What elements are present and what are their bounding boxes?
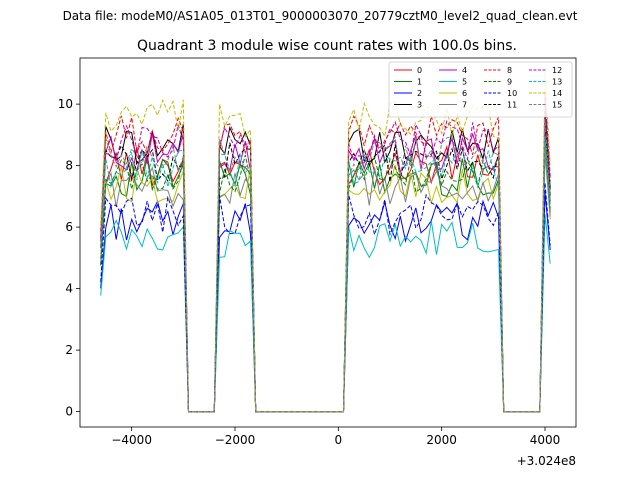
legend-label-4: 4 [462,66,467,75]
legend-label-2: 2 [417,89,422,98]
legend-label-12: 12 [552,66,562,75]
x-tick-label: 2000 [426,433,457,447]
y-tick-label: 4 [65,282,73,296]
x-tick-label: −2000 [215,433,256,447]
legend-label-5: 5 [462,78,467,87]
series-lines [100,71,551,413]
chart-title: Quadrant 3 module wise count rates with … [137,38,517,54]
series-line-8 [100,90,551,413]
legend-label-10: 10 [507,89,517,98]
x-tick-label: −4000 [111,433,152,447]
y-tick-label: 10 [58,97,73,111]
y-tick-label: 0 [65,405,73,419]
legend-label-15: 15 [552,101,562,110]
series-line-15 [100,118,551,413]
y-axis-ticks: 0 2 4 6 8 10 [58,97,80,419]
y-tick-label: 6 [65,220,73,234]
y-tick-label: 2 [65,343,73,357]
x-tick-label: 4000 [530,433,561,447]
series-line-10 [100,182,551,413]
y-tick-label: 8 [65,159,73,173]
x-tick-label: 0 [335,433,343,447]
x-offset-label: +3.024e8 [517,454,576,468]
legend-label-8: 8 [507,66,512,75]
legend-label-14: 14 [552,89,562,98]
legend-label-6: 6 [462,89,467,98]
legend-label-1: 1 [417,78,422,87]
legend-label-3: 3 [417,101,422,110]
legend-label-9: 9 [507,78,512,87]
legend-frame [388,61,573,118]
axes-frame [79,57,577,428]
plot-area [79,57,577,428]
legend-label-13: 13 [552,78,562,87]
legend-label-11: 11 [507,101,517,110]
legend-label-0: 0 [417,66,422,75]
legend-label-7: 7 [462,101,467,110]
figure-supertitle: Data file: modeM0/AS1A05_013T01_90000030… [63,9,578,23]
x-axis-ticks: −4000 −2000 0 2000 4000 [111,427,560,447]
